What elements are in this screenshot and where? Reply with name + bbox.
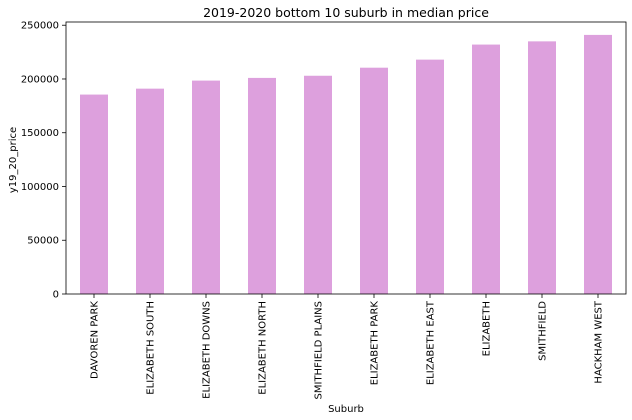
x-tick-label: ELIZABETH SOUTH — [146, 301, 157, 395]
x-tick-label: ELIZABETH — [482, 301, 493, 356]
x-axis-label: Suburb — [328, 404, 364, 415]
x-tick-label: ELIZABETH PARK — [370, 301, 381, 386]
y-tick-label: 250000 — [21, 21, 59, 32]
bar-elizabeth-east — [416, 59, 444, 294]
bar-davoren-park — [80, 94, 108, 294]
bar-elizabeth — [472, 44, 500, 295]
y-tick-label: 100000 — [21, 182, 59, 193]
plot-frame — [65, 21, 627, 295]
bar-hackham-west — [584, 34, 612, 294]
bar-smithfield — [528, 41, 556, 295]
x-tick-label: ELIZABETH DOWNS — [202, 301, 213, 399]
y-tick-label: 200000 — [21, 74, 59, 85]
x-axis: DAVOREN PARK ELIZABETH SOUTH ELIZABETH DOW… — [90, 294, 605, 399]
bar-elizabeth-north — [248, 77, 276, 294]
y-tick-label: 150000 — [21, 128, 59, 139]
bar-smithfield-plains — [304, 75, 332, 294]
y-tick-label: 0 — [53, 290, 59, 301]
bar-elizabeth-south — [136, 88, 164, 294]
chart-title: 2019-2020 bottom 10 suburb in median pri… — [203, 5, 489, 20]
x-tick-label: SMITHFIELD PLAINS — [314, 301, 325, 399]
bars-group — [80, 34, 612, 295]
x-tick-label: HACKHAM WEST — [594, 300, 605, 383]
y-axis: 0 50000 100000 150000 200000 250000 — [21, 21, 66, 301]
bar-elizabeth-park — [360, 67, 388, 294]
x-tick-label: ELIZABETH EAST — [426, 300, 437, 385]
y-tick-label: 50000 — [27, 236, 59, 247]
x-tick-label: SMITHFIELD — [538, 301, 549, 361]
x-tick-label: ELIZABETH NORTH — [258, 301, 269, 395]
bar-elizabeth-downs — [192, 80, 220, 294]
y-axis-label: y19_20_price — [8, 127, 19, 193]
x-tick-label: DAVOREN PARK — [90, 301, 101, 379]
